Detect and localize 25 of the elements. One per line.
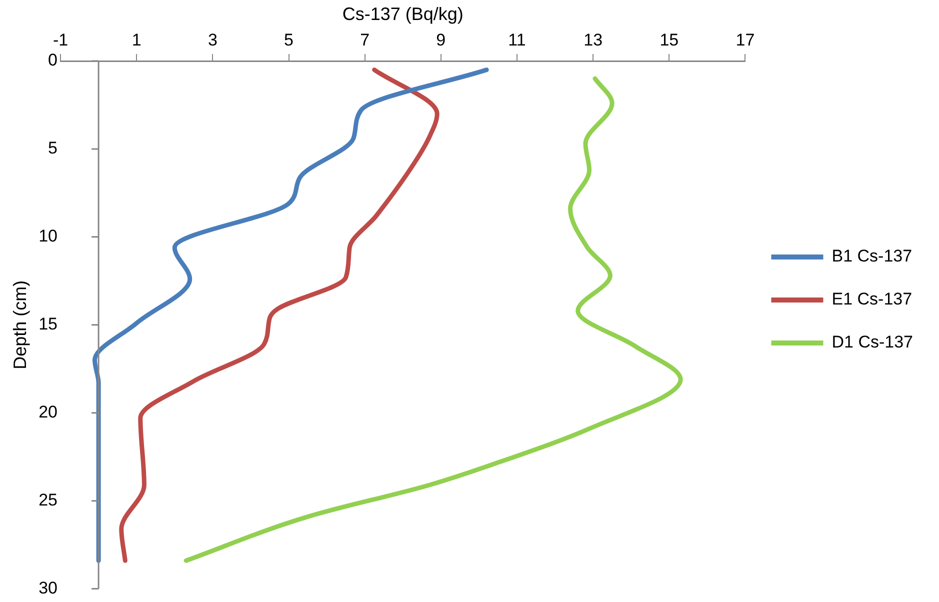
line-series bbox=[119, 68, 440, 563]
x-tick-label: 1 bbox=[132, 30, 142, 50]
x-tick-label: -1 bbox=[52, 30, 68, 50]
legend-label: B1 Cs-137 bbox=[832, 246, 912, 266]
x-tick-label: 15 bbox=[660, 30, 679, 50]
x-tick-label: 3 bbox=[208, 30, 218, 50]
x-tick-label: 5 bbox=[284, 30, 294, 50]
legend-label: E1 Cs-137 bbox=[832, 290, 912, 309]
legend-label: D1 Cs-137 bbox=[832, 332, 914, 352]
x-axis-title: Cs-137 (Bq/kg) bbox=[342, 4, 464, 24]
y-tick-label: 15 bbox=[38, 314, 58, 334]
y-tick-label: 5 bbox=[48, 138, 58, 158]
y-tick-label: 25 bbox=[38, 490, 58, 510]
y-axis-title: Depth (cm) bbox=[10, 280, 30, 370]
y-tick-label: 10 bbox=[38, 226, 58, 246]
x-tick-label: 11 bbox=[508, 30, 526, 50]
x-tick-label: 9 bbox=[436, 30, 446, 50]
line-series bbox=[92, 68, 489, 563]
y-tick-label: 30 bbox=[38, 578, 58, 598]
x-tick-label: 13 bbox=[584, 30, 603, 50]
line-series bbox=[184, 76, 683, 563]
y-tick-label: 20 bbox=[38, 402, 58, 422]
x-tick-label: 17 bbox=[736, 30, 755, 50]
x-tick-label: 7 bbox=[360, 30, 370, 50]
y-tick-label: 0 bbox=[48, 50, 58, 70]
